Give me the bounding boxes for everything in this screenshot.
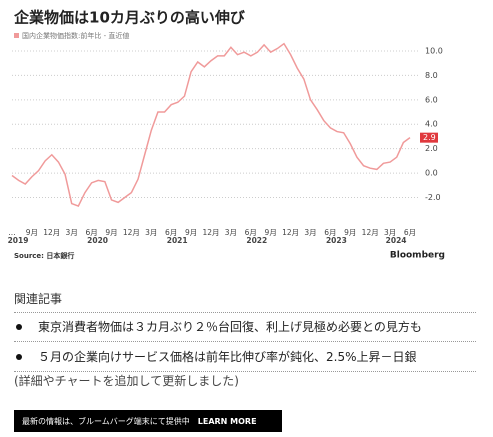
update-note: (詳細やチャートを追加して更新しました): [14, 374, 239, 388]
promo-banner: 最新の情報は、ブルームバーグ端末にて提供中 LEARN MORE: [14, 410, 282, 432]
last-value-label: 2.9: [423, 133, 436, 142]
x-tick-label: 3月: [145, 228, 157, 237]
y-tick-label: -2.0: [425, 193, 441, 202]
y-tick-label: 10.0: [425, 46, 443, 55]
related-link[interactable]: ５月の企業向けサービス価格は前年比伸び率が鈍化、2.5%上昇－日銀: [14, 342, 476, 372]
legend-label: 国内企業物価指数:前年比 - 直近値: [22, 31, 129, 40]
learn-more[interactable]: LEARN MORE: [197, 416, 257, 426]
x-tick-label: 6月: [404, 228, 416, 237]
x-tick-label: 12月: [282, 228, 299, 237]
series-line: [11, 42, 411, 207]
x-tick-label: 6月: [165, 228, 177, 237]
y-tick-label: 4.0: [425, 120, 438, 129]
related-heading: 関連記事: [14, 290, 476, 313]
y-tick-label: 8.0: [425, 71, 438, 80]
year-label: 2023: [326, 236, 347, 245]
x-tick-label: 12月: [123, 228, 140, 237]
x-tick-label: 9月: [185, 228, 197, 237]
year-label: 2019: [8, 236, 29, 245]
brand: Bloomberg: [390, 251, 445, 261]
chart-title: 企業物価は10カ月ぶりの高い伸び: [13, 9, 245, 27]
x-tick-label: ...: [8, 228, 15, 237]
y-tick-label: 2.0: [425, 144, 438, 153]
related-list: 東京消費者物価は３カ月ぶり２％台回復、利上げ見極め必要との見方も ５月の企業向け…: [14, 312, 476, 372]
y-tick-label: 0.0: [425, 169, 438, 178]
x-tick-label: 9月: [344, 228, 356, 237]
x-tick-label: 9月: [26, 228, 38, 237]
x-tick-label: 12月: [43, 228, 60, 237]
x-tick-label: 3月: [66, 228, 78, 237]
related-link[interactable]: 東京消費者物価は３カ月ぶり２％台回復、利上げ見極め必要との見方も: [14, 312, 476, 342]
x-tick-label: 9月: [265, 228, 277, 237]
source: Source: 日本銀行: [14, 251, 74, 260]
y-tick-label: 6.0: [425, 95, 438, 104]
chart: 企業物価は10カ月ぶりの高い伸び 国内企業物価指数:前年比 - 直近値 Sour…: [8, 9, 445, 261]
year-label: 2020: [87, 236, 108, 245]
x-tick-label: 9月: [105, 228, 117, 237]
x-tick-label: 6月: [324, 228, 336, 237]
x-tick-label: 3月: [384, 228, 396, 237]
x-tick-label: 12月: [362, 228, 379, 237]
year-label: 2022: [246, 236, 267, 245]
x-tick-label: 6月: [245, 228, 257, 237]
x-tick-label: 3月: [304, 228, 316, 237]
year-label: 2021: [167, 236, 188, 245]
legend-swatch: [14, 33, 19, 38]
banner-text: 最新の情報は、ブルームバーグ端末にて提供中: [22, 416, 190, 426]
year-label: 2024: [386, 236, 407, 245]
x-tick-label: 3月: [225, 228, 237, 237]
x-tick-label: 12月: [202, 228, 219, 237]
x-tick-label: 6月: [85, 228, 97, 237]
last-value-box: [420, 132, 438, 143]
